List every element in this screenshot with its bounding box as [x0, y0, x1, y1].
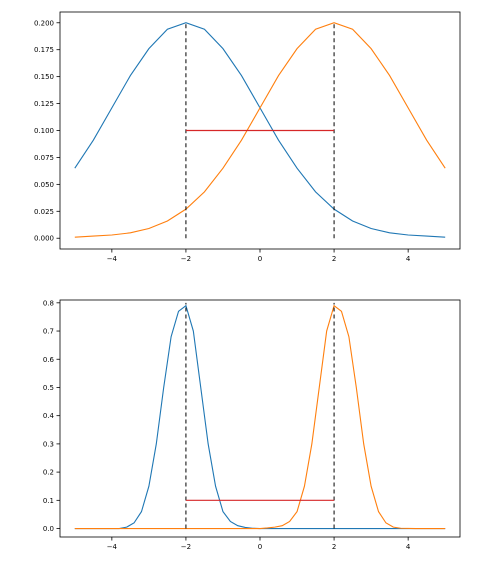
plot-frame [59, 299, 461, 538]
y-tick-label: 0.175 [34, 46, 54, 54]
x-tick-label: 2 [332, 543, 336, 551]
y-tick-label: 0.025 [34, 208, 54, 216]
x-tick-label: −4 [107, 255, 118, 263]
y-tick-label: 0.0 [43, 525, 54, 533]
x-tick-label: −2 [181, 255, 191, 263]
y-tick-label: 0.4 [43, 412, 55, 420]
y-tick-label: 0.6 [43, 356, 55, 364]
y-tick-label: 0.200 [34, 19, 54, 27]
y-tick-label: 0.2 [43, 469, 54, 477]
y-tick-label: 0.3 [43, 440, 54, 448]
y-tick-label: 0.5 [43, 384, 54, 392]
y-tick-label: 0.150 [34, 73, 54, 81]
x-tick-label: 4 [406, 255, 411, 263]
y-tick-label: 0.8 [43, 299, 54, 307]
subplot-2: −4 −2 0 2 4 0.0 0.1 0.2 0.3 0.4 0.5 0.6 0.7 0.8 [43, 299, 461, 551]
y-tick-label: 0.100 [34, 127, 54, 135]
x-tick-label: 4 [406, 543, 411, 551]
y-tick-label: 0.000 [34, 235, 54, 243]
x-tick-label: −2 [181, 543, 191, 551]
x-tick-label: 0 [258, 543, 262, 551]
subplot-1: −4 −2 0 2 4 0.000 0.025 0.050 0.075 0.100 0.125 0.1… [34, 11, 461, 263]
series-line-2 [74, 304, 446, 530]
x-tick-label: −4 [107, 543, 118, 551]
y-tick-label: 0.125 [34, 100, 54, 108]
x-tick-label: 2 [332, 255, 336, 263]
x-tick-label: 0 [258, 255, 262, 263]
y-tick-label: 0.075 [34, 154, 54, 162]
series-line-2 [74, 22, 446, 238]
y-tick-label: 0.1 [43, 497, 54, 505]
y-tick-label: 0.050 [34, 181, 54, 189]
series-line-1 [74, 304, 446, 530]
y-tick-label: 0.7 [43, 328, 54, 336]
